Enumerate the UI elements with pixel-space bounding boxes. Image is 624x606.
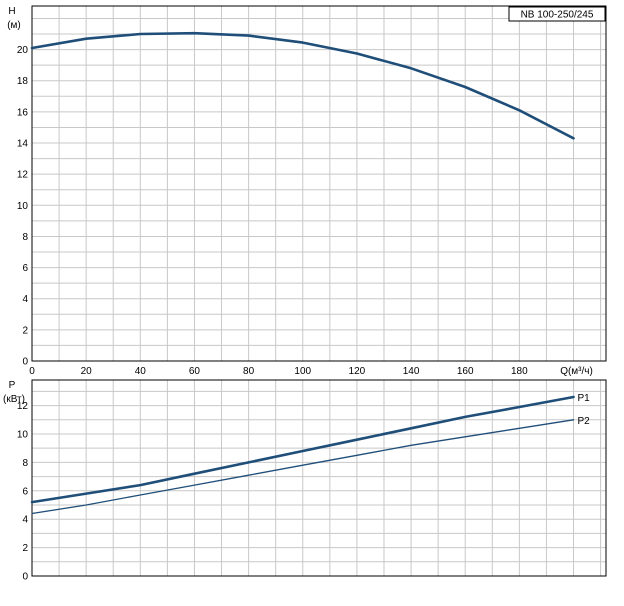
power-chart: 0 2 4 6 8 10 12P (кВт) P1 P2 xyxy=(3,379,607,583)
x-tick-label: 0 xyxy=(29,366,35,377)
x-tick-label: 20 xyxy=(81,366,93,377)
x-tick-label: 100 xyxy=(294,366,311,377)
series-line-p2 xyxy=(31,419,575,515)
x-tick-label: 60 xyxy=(189,366,201,377)
y-tick-label: 6 xyxy=(22,263,28,274)
y-axis-label: P xyxy=(9,380,16,391)
x-tick-label: 40 xyxy=(135,366,147,377)
y-tick-label: 0 xyxy=(22,357,28,368)
x-tick-label: 80 xyxy=(243,366,255,377)
model-label: NB 100-250/245 xyxy=(521,10,594,21)
y-axis-label: H xyxy=(8,6,15,17)
model-label-box xyxy=(508,6,606,22)
y-tick-label: 12 xyxy=(17,401,29,412)
y-axis-unit: (кВт) xyxy=(3,394,25,405)
x-tick-label: 140 xyxy=(403,366,420,377)
y-tick-label: 8 xyxy=(22,458,28,469)
y-tick-label: 4 xyxy=(22,294,28,305)
series-label-p2: P2 xyxy=(578,416,591,427)
y-tick-label: 2 xyxy=(22,543,28,554)
y-tick-label: 2 xyxy=(22,325,28,336)
x-tick-label: 180 xyxy=(511,366,528,377)
y-tick-label: 6 xyxy=(22,486,28,497)
x-axis-label: Q(м³/ч) xyxy=(560,366,593,377)
x-tick-label: 160 xyxy=(457,366,474,377)
plot-frame xyxy=(31,379,607,577)
head-chart: 0 2 4 6 8 10 12 14 16 18 20 H (м) 0 20 40 60 80 100 120 140 1… xyxy=(7,5,607,377)
series-line-p1 xyxy=(30,395,575,504)
series-line-h xyxy=(30,31,575,140)
y-tick-label: 14 xyxy=(17,139,29,150)
y-tick-label: 8 xyxy=(22,232,28,243)
y-tick-label: 10 xyxy=(17,429,29,440)
x-tick-label: 120 xyxy=(349,366,366,377)
grid xyxy=(32,6,606,361)
y-tick-label: 18 xyxy=(17,76,29,87)
y-tick-label: 20 xyxy=(17,45,29,56)
plot-frame xyxy=(31,5,607,362)
grid xyxy=(32,380,606,576)
series-label-p1: P1 xyxy=(578,393,591,404)
y-axis-unit: (м) xyxy=(7,20,21,31)
y-tick-label: 10 xyxy=(17,201,29,212)
y-tick-label: 16 xyxy=(17,107,29,118)
y-tick-label: 0 xyxy=(22,572,28,583)
y-tick-label: 4 xyxy=(22,515,28,526)
y-tick-label: 12 xyxy=(17,170,29,181)
